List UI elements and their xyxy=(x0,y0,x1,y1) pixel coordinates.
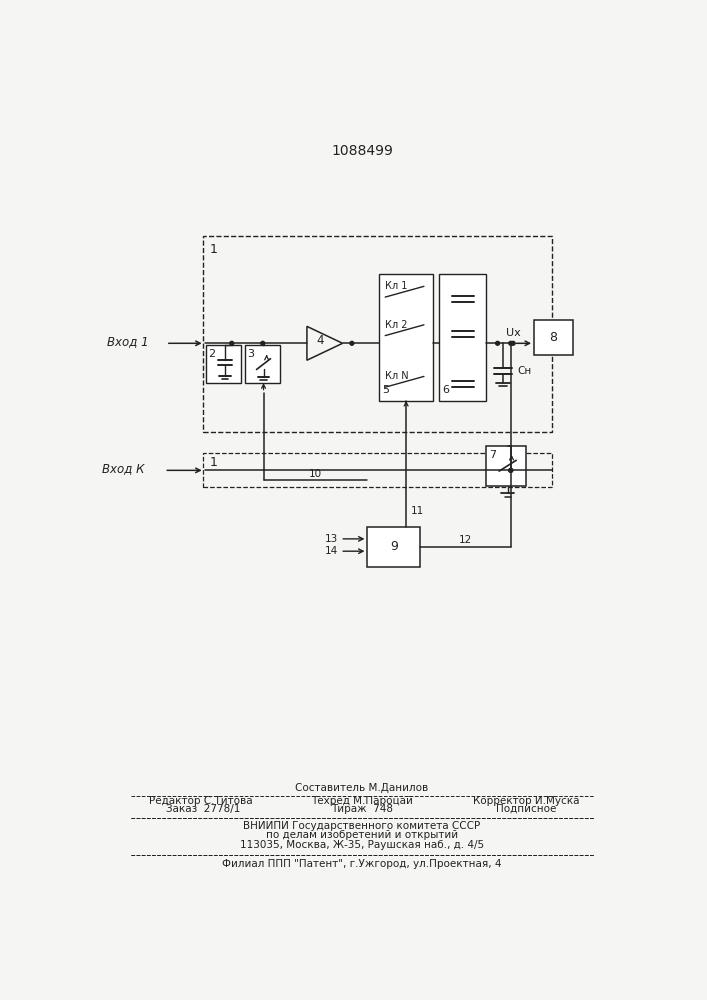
Text: 13: 13 xyxy=(325,534,338,544)
Text: 6: 6 xyxy=(443,385,450,395)
Text: Тираж  748: Тираж 748 xyxy=(331,804,393,814)
Circle shape xyxy=(230,341,234,345)
Text: 2: 2 xyxy=(209,349,216,359)
Text: 1: 1 xyxy=(209,456,217,469)
Text: Корректор И.Муска: Корректор И.Муска xyxy=(473,796,580,806)
Bar xyxy=(368,527,420,567)
Bar xyxy=(245,345,280,383)
Text: 113035, Москва, Ж-35, Раушская наб., д. 4/5: 113035, Москва, Ж-35, Раушская наб., д. … xyxy=(240,840,484,850)
Text: 5: 5 xyxy=(382,385,389,395)
Text: Кл N: Кл N xyxy=(385,371,409,381)
Circle shape xyxy=(261,341,264,345)
Bar xyxy=(206,345,241,383)
Text: Составитель М.Данилов: Составитель М.Данилов xyxy=(296,783,428,793)
Text: 1088499: 1088499 xyxy=(331,144,393,158)
Text: 9: 9 xyxy=(390,540,397,553)
Text: Техред М.Пароцай: Техред М.Пароцай xyxy=(311,796,413,806)
Circle shape xyxy=(509,468,513,472)
Text: Филиал ППП "Патент", г.Ужгород, ул.Проектная, 4: Филиал ППП "Патент", г.Ужгород, ул.Проек… xyxy=(222,859,502,869)
Text: Вход К: Вход К xyxy=(102,462,144,475)
Text: 14: 14 xyxy=(325,546,338,556)
Text: Кл 1: Кл 1 xyxy=(385,281,407,291)
Text: 12: 12 xyxy=(458,535,472,545)
Bar xyxy=(486,446,526,486)
Text: Кл 2: Кл 2 xyxy=(385,320,408,330)
Text: Вход 1: Вход 1 xyxy=(107,335,149,348)
Text: Uх: Uх xyxy=(506,328,520,338)
Bar xyxy=(379,274,433,401)
Text: Подписное: Подписное xyxy=(496,804,556,814)
Text: Сн: Сн xyxy=(517,366,531,376)
Bar xyxy=(203,235,552,432)
Text: ВНИИПИ Государственного комитета СССР: ВНИИПИ Государственного комитета СССР xyxy=(243,821,481,831)
Text: 10: 10 xyxy=(309,469,322,479)
Bar xyxy=(534,320,573,355)
Circle shape xyxy=(509,468,513,472)
Text: Редактор С.Титова: Редактор С.Титова xyxy=(149,796,252,806)
Bar xyxy=(203,453,552,487)
Circle shape xyxy=(350,341,354,345)
Circle shape xyxy=(496,341,500,345)
Circle shape xyxy=(511,341,515,345)
Bar xyxy=(440,274,486,401)
Text: Заказ  2778/1: Заказ 2778/1 xyxy=(166,804,240,814)
Circle shape xyxy=(509,341,513,345)
Text: 1: 1 xyxy=(209,243,217,256)
Text: 7: 7 xyxy=(489,450,496,460)
Text: 8: 8 xyxy=(549,331,557,344)
Text: 4: 4 xyxy=(316,334,324,347)
Text: по делам изобретений и открытий: по делам изобретений и открытий xyxy=(266,830,458,840)
Text: 11: 11 xyxy=(411,506,424,516)
Text: 3: 3 xyxy=(247,349,255,359)
